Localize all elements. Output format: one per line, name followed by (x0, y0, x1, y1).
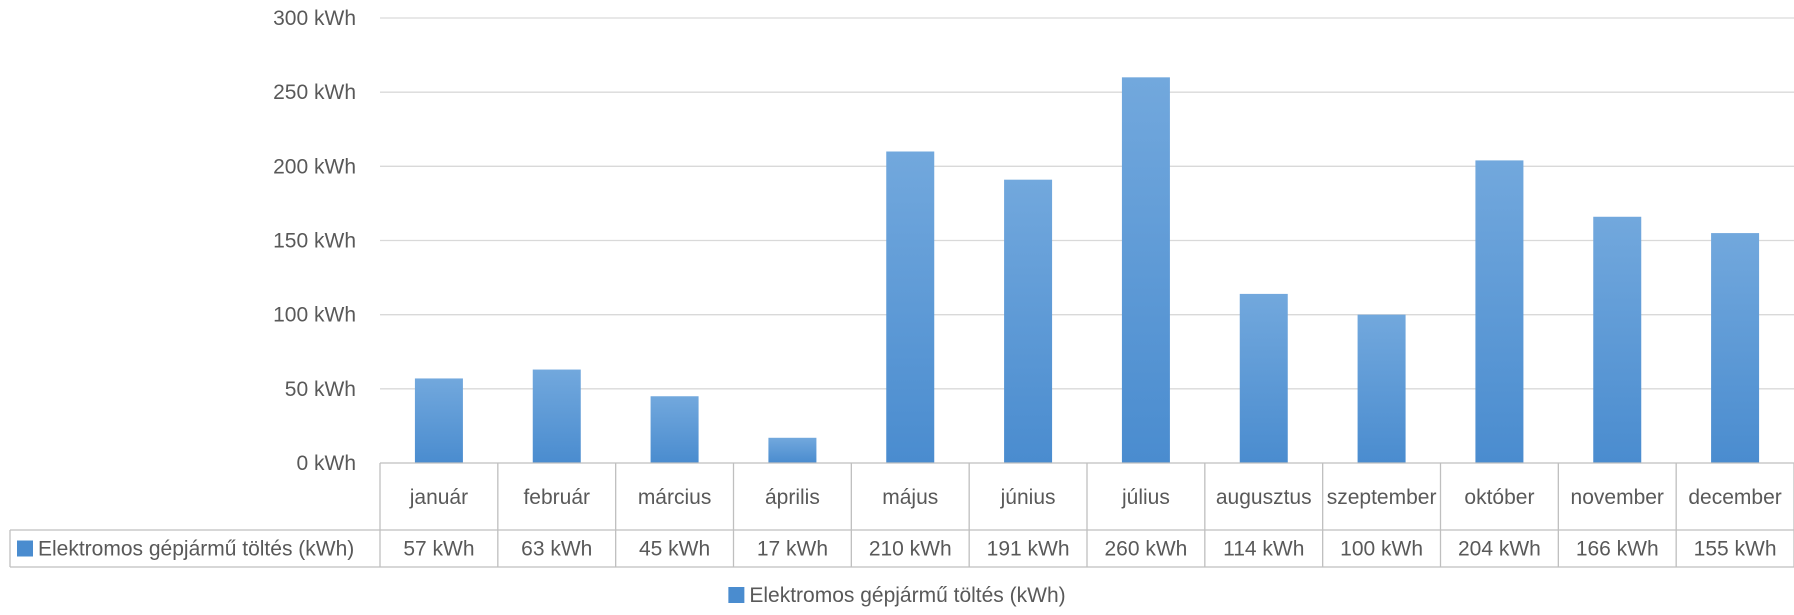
bar (768, 437, 817, 463)
data-table: január február március április május június jú… (9, 462, 1794, 568)
data-table-value: 100 kWh (1340, 538, 1423, 561)
y-tick-label: 300 kWh (273, 7, 356, 30)
y-tick-label: 200 kWh (273, 155, 356, 178)
bar (1004, 179, 1053, 463)
bar (414, 378, 463, 463)
legend-label: Elektromos gépjármű töltés (kWh) (749, 584, 1065, 607)
legend: Elektromos gépjármű töltés (kWh) (728, 584, 1066, 607)
category-label: november (1571, 486, 1664, 509)
category-label: április (765, 486, 820, 509)
data-table-value: 114 kWh (1223, 538, 1304, 561)
y-tick-label: 100 kWh (273, 304, 356, 327)
y-tick-label: 150 kWh (273, 230, 356, 253)
y-tick-label: 50 kWh (285, 378, 356, 401)
bars (414, 77, 1760, 463)
bar (886, 151, 935, 463)
category-label: augusztus (1216, 486, 1312, 509)
bar (532, 369, 581, 463)
category-label: szeptember (1327, 486, 1437, 509)
category-label: október (1464, 486, 1534, 509)
data-table-value: 204 kWh (1458, 538, 1541, 561)
category-label: június (1000, 486, 1056, 509)
category-label: január (409, 486, 468, 509)
legend-swatch (728, 587, 745, 603)
category-label: július (1121, 486, 1170, 509)
category-label: december (1688, 486, 1781, 509)
bar (1239, 293, 1288, 463)
data-table-value: 17 kWh (757, 538, 828, 561)
series-row-label: Elektromos gépjármű töltés (kWh) (38, 538, 354, 561)
y-axis-tick-labels: 0 kWh 50 kWh 100 kWh 150 kWh 200 kWh 250 kWh 3… (273, 7, 356, 475)
data-table-value: 63 kWh (521, 538, 592, 561)
data-table-value: 166 kWh (1576, 538, 1659, 561)
bar (1593, 216, 1642, 463)
bar (650, 396, 699, 463)
data-table-value: 45 kWh (639, 538, 710, 561)
bar (1357, 314, 1406, 463)
data-table-value: 210 kWh (869, 538, 952, 561)
y-tick-label: 0 kWh (296, 452, 356, 475)
bar (1121, 77, 1170, 463)
data-table-value: 260 kWh (1104, 538, 1187, 561)
series-swatch (17, 540, 33, 557)
category-label: március (638, 486, 712, 509)
data-table-value: 155 kWh (1694, 538, 1777, 561)
y-tick-label: 250 kWh (273, 81, 356, 104)
category-label: február (523, 486, 590, 509)
category-label: május (882, 486, 938, 509)
gridlines (380, 17, 1794, 390)
data-table-value: 191 kWh (987, 538, 1070, 561)
data-table-value: 57 kWh (403, 538, 474, 561)
bar (1475, 160, 1524, 463)
bar (1711, 233, 1760, 463)
